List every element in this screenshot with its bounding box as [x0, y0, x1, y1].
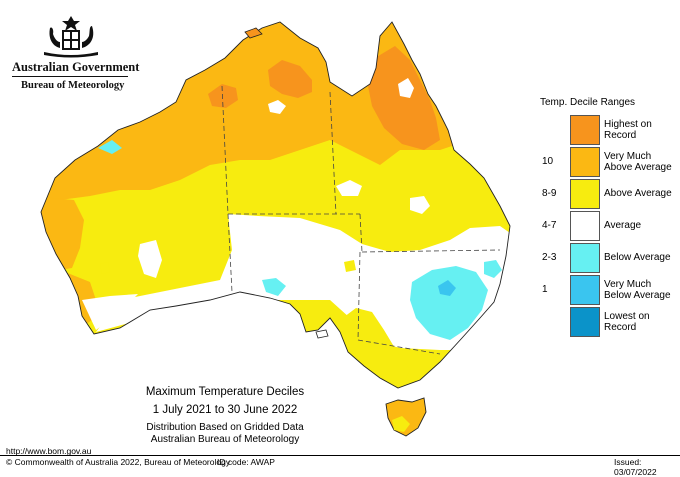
region-highest-cape-york — [368, 46, 440, 150]
region-average-pocket-capeyork — [398, 78, 414, 98]
legend-label-line1: Very Much — [604, 151, 652, 162]
footer-divider — [0, 455, 680, 456]
legend-label-line1: Above Average — [604, 188, 672, 199]
region-highest-kimberley — [208, 84, 238, 108]
map-date-range: 1 July 2021 to 30 June 2022 — [152, 404, 298, 416]
australia-map — [40, 21, 511, 437]
region-highest-top-end — [268, 60, 312, 98]
legend-label-line1: Lowest on — [604, 311, 650, 322]
branding-divider — [12, 76, 128, 77]
region-below-average-sa — [262, 278, 286, 296]
region-average-pocket-nt — [268, 100, 286, 114]
legend-swatch — [570, 147, 600, 177]
legend-swatch — [570, 115, 600, 145]
region-above-pocket-sa — [344, 260, 356, 272]
footer-id-code: ID code: AWAP — [217, 457, 275, 467]
legend-label-line1: Very Much — [604, 279, 652, 290]
tasmania-above-average-region — [392, 416, 410, 432]
legend-label: Average — [604, 220, 678, 231]
legend-label-line1: Highest on — [604, 119, 652, 130]
legend-code: 10 — [542, 156, 554, 167]
legend-code: 1 — [542, 284, 548, 295]
government-title: Australian Government — [12, 60, 140, 74]
legend-label: Highest on Record — [604, 119, 678, 141]
legend-code: 4-7 — [542, 220, 557, 231]
legend-label: Below Average — [604, 252, 678, 263]
state-borders — [221, 85, 501, 355]
footer-url[interactable]: http://www.bom.gov.au — [6, 446, 92, 456]
tasmania-island — [385, 397, 427, 437]
legend-code: 2-3 — [542, 252, 557, 263]
legend-label-line1: Below Average — [604, 252, 671, 263]
bureau-title: Bureau of Meteorology — [21, 80, 125, 91]
map-note-line1: Distribution Based on Gridded Data — [146, 422, 304, 433]
decile-map-page: Australian Government Bureau of Meteorol… — [0, 16, 680, 477]
legend-label: Very Much Below Average — [604, 279, 678, 301]
legend-label-line2: Above Average — [604, 162, 672, 173]
region-average-pocket-wa — [138, 240, 162, 278]
legend-swatch — [570, 243, 600, 273]
legend-swatch — [570, 275, 600, 305]
region-average-sa-nsw — [96, 214, 510, 350]
legend-swatch — [570, 307, 600, 337]
region-above-pocket-wa — [100, 262, 110, 274]
legend-label: Above Average — [604, 188, 678, 199]
map-title: Maximum Temperature Deciles — [145, 386, 305, 398]
legend-label-line2: Below Average — [604, 290, 671, 301]
legend-code: 8-9 — [542, 188, 557, 199]
legend-label: Very Much Above Average — [604, 151, 678, 173]
footer-issued: Issued: 03/07/2022 — [614, 457, 657, 477]
footer-copyright: © Commonwealth of Australia 2022, Bureau… — [6, 457, 231, 467]
legend-label: Lowest on Record — [604, 311, 678, 333]
map-note-line2: Australian Bureau of Meteorology — [150, 434, 300, 445]
coat-of-arms-logo — [44, 16, 98, 58]
legend-label-line2: Record — [604, 130, 637, 141]
region-average-coastal-sw — [82, 294, 138, 330]
region-average-pocket-qld-coast — [410, 196, 430, 214]
region-below-average-nsw — [410, 266, 488, 340]
legend-title: Temp. Decile Ranges — [540, 97, 636, 108]
region-above-average-victoria — [340, 308, 410, 388]
legend-swatch — [570, 179, 600, 209]
region-below-average-kimberley — [98, 140, 122, 154]
legend-swatch — [570, 211, 600, 241]
legend-label-line2: Record — [604, 322, 637, 333]
mainland-coastline — [40, 21, 511, 389]
legend-label-line1: Average — [604, 220, 642, 231]
region-below-average-ne-nsw — [484, 260, 502, 278]
melville-island — [244, 27, 263, 39]
region-very-much-below-nsw — [438, 280, 456, 296]
kangaroo-island — [315, 329, 329, 339]
region-average-pocket-qld — [336, 180, 362, 196]
